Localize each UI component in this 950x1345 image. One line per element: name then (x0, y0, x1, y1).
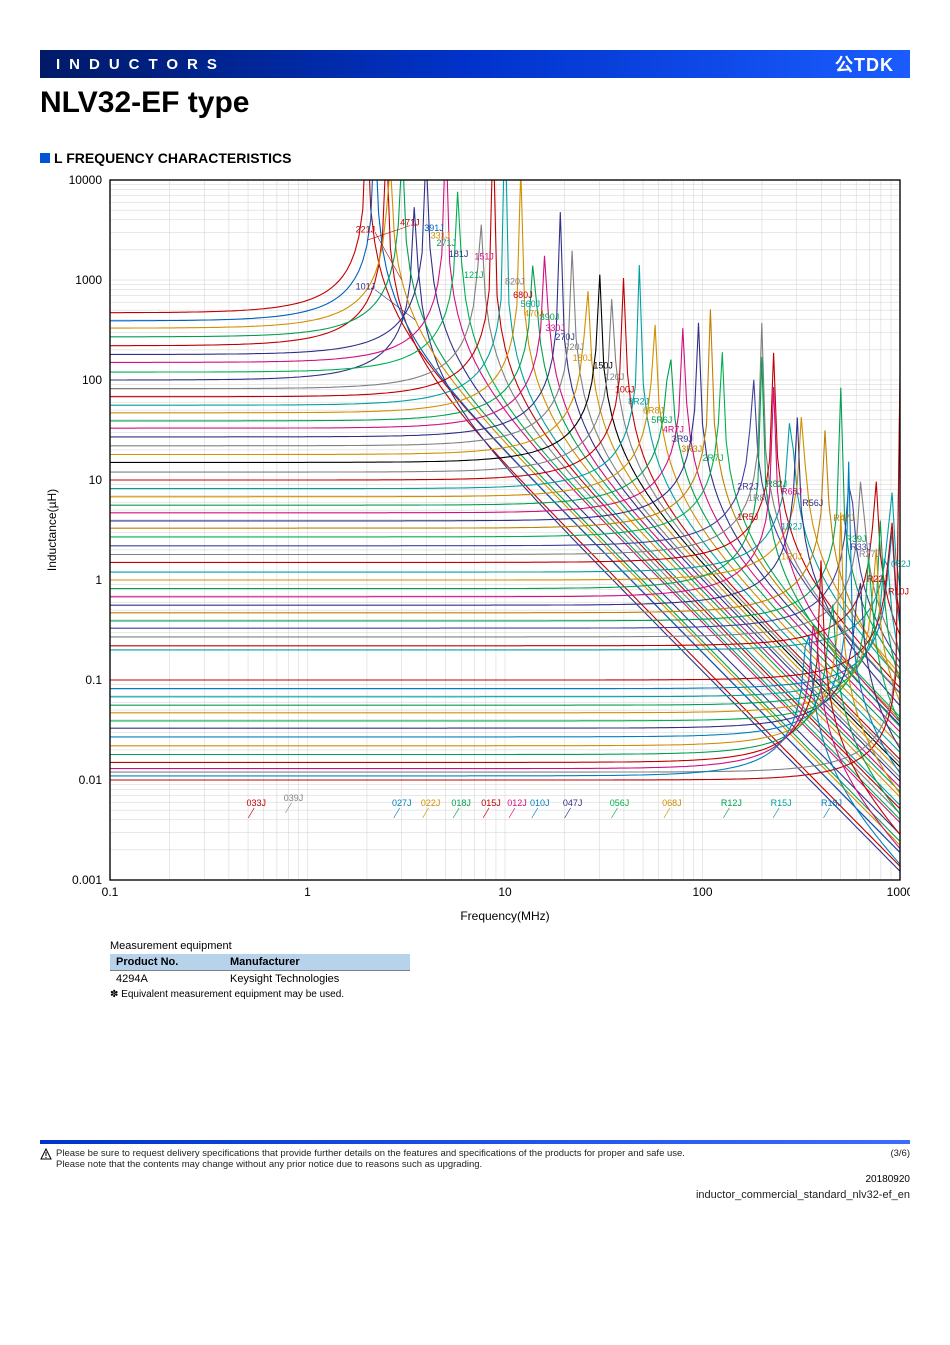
svg-text:181J: 181J (449, 249, 469, 259)
l-frequency-chart: 0.1 1 10 100 1000 0.001 0.01 0.1 1 10 100 1000 10000… (40, 170, 910, 930)
svg-text:012J: 012J (507, 798, 527, 808)
top-banner: INDUCTORS 公TDK (40, 50, 910, 78)
svg-text:1: 1 (304, 885, 311, 899)
svg-text:560J: 560J (521, 299, 541, 309)
banner-category: INDUCTORS (56, 56, 226, 73)
svg-text:1R8J: 1R8J (748, 493, 769, 503)
svg-text:R27J: R27J (859, 549, 880, 559)
svg-text:R22J: R22J (867, 574, 888, 584)
meas-cell-prod: 4294A (110, 971, 224, 988)
svg-text:220J: 220J (564, 342, 584, 352)
section-title: L FREQUENCY CHARACTERISTICS (40, 150, 910, 166)
table-row: 4294A Keysight Technologies (110, 971, 410, 988)
svg-text:4R7J: 4R7J (663, 424, 684, 434)
meas-col-1: Product No. (110, 954, 224, 971)
section-bullet-icon (40, 153, 50, 163)
svg-text:056J: 056J (610, 798, 630, 808)
svg-text:100J: 100J (615, 384, 635, 394)
svg-text:10: 10 (498, 885, 512, 899)
chart-svg: 0.1 1 10 100 1000 0.001 0.01 0.1 1 10 100 1000 10000… (40, 170, 910, 930)
svg-text:027J: 027J (392, 798, 412, 808)
svg-text:471J: 471J (400, 218, 420, 228)
svg-text:2R7J: 2R7J (703, 453, 724, 463)
page-title: NLV32-EF type (40, 86, 910, 120)
svg-text:121J: 121J (464, 270, 484, 280)
svg-text:10: 10 (89, 473, 103, 487)
svg-text:1000: 1000 (75, 273, 102, 287)
svg-text:022J: 022J (421, 798, 441, 808)
svg-text:0.01: 0.01 (79, 773, 103, 787)
svg-text:018J: 018J (451, 798, 471, 808)
svg-text:R12J: R12J (721, 798, 742, 808)
svg-text:10000: 10000 (69, 173, 103, 187)
svg-text:033J: 033J (246, 798, 266, 808)
svg-text:0.1: 0.1 (85, 673, 102, 687)
measurement-table: Product No. Manufacturer 4294A Keysight … (110, 954, 410, 987)
measurement-title: Measurement equipment (110, 940, 410, 952)
svg-text:3R9J: 3R9J (672, 434, 693, 444)
svg-text:R47J: R47J (833, 513, 854, 523)
svg-text:0.001: 0.001 (72, 873, 102, 887)
svg-text:R18J: R18J (821, 798, 842, 808)
svg-text:3R3J: 3R3J (681, 444, 702, 454)
footer-warning: Please be sure to request delivery speci… (40, 1148, 685, 1170)
svg-text:0.1: 0.1 (102, 885, 119, 899)
svg-text:1R5J: 1R5J (737, 512, 758, 522)
svg-text:100: 100 (692, 885, 712, 899)
section-title-text: L FREQUENCY CHARACTERISTICS (54, 150, 292, 166)
footer-doc-id: inductor_commercial_standard_nlv32-ef_en (40, 1189, 910, 1201)
svg-text:150J: 150J (593, 361, 613, 371)
measurement-note: ✽ Equivalent measurement equipment may b… (110, 989, 410, 1000)
svg-text:390J: 390J (540, 312, 560, 322)
svg-text:039J: 039J (284, 793, 304, 803)
svg-text:1R2J: 1R2J (781, 521, 802, 531)
svg-text:R68J: R68J (781, 486, 802, 496)
footer-date: 20180920 (40, 1174, 910, 1185)
svg-text:Inductance(µH): Inductance(µH) (45, 489, 59, 571)
banner-brand: 公TDK (835, 51, 894, 77)
svg-text:Frequency(MHz): Frequency(MHz) (460, 909, 549, 923)
svg-text:271J: 271J (437, 238, 457, 248)
footer-text: Please be sure to request delivery speci… (40, 1148, 910, 1170)
svg-text:100: 100 (82, 373, 102, 387)
footer-page: (3/6) (890, 1148, 910, 1159)
svg-text:221J: 221J (356, 224, 376, 234)
svg-text:1: 1 (95, 573, 102, 587)
svg-text:047J: 047J (563, 798, 583, 808)
svg-text:180J: 180J (573, 353, 593, 363)
svg-text:270J: 270J (555, 332, 575, 342)
svg-text:R15J: R15J (771, 798, 792, 808)
svg-text:R10J: R10J (888, 586, 909, 596)
svg-text:1R0J: 1R0J (781, 552, 802, 562)
warning-icon (40, 1148, 52, 1160)
svg-text:2R2J: 2R2J (737, 482, 758, 492)
meas-col-2: Manufacturer (224, 954, 410, 971)
svg-text:068J: 068J (662, 798, 682, 808)
svg-text:820J: 820J (505, 277, 525, 287)
svg-text:R56J: R56J (802, 498, 823, 508)
datasheet-page: INDUCTORS 公TDK NLV32-EF type L FREQUENCY… (0, 50, 950, 1201)
svg-text:010J: 010J (530, 798, 550, 808)
svg-text:101J: 101J (356, 282, 376, 292)
svg-text:1000: 1000 (887, 885, 910, 899)
svg-text:015J: 015J (481, 798, 501, 808)
svg-text:120J: 120J (605, 372, 625, 382)
footer-rule (40, 1140, 910, 1144)
svg-text:151J: 151J (474, 252, 494, 262)
footer-warning-text: Please be sure to request delivery speci… (56, 1148, 685, 1170)
measurement-block: Measurement equipment Product No. Manufa… (110, 940, 410, 1000)
meas-cell-mfr: Keysight Technologies (224, 971, 410, 988)
